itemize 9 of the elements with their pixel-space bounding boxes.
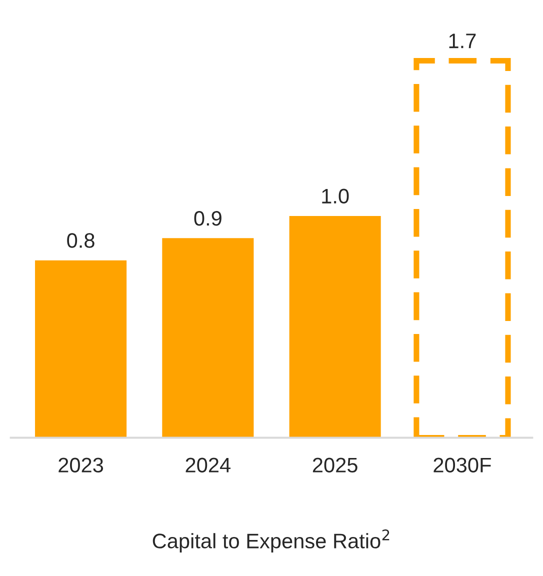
data-label: 1.7 [449, 34, 476, 48]
data-label: 0.9 [194, 210, 222, 226]
x-tick-label: 2023 [58, 458, 104, 473]
x-tick-label: 2025 [312, 458, 358, 473]
data-label: 0.8 [67, 233, 94, 248]
x-axis-title: Capital to Expense Ratio$^{2}$ [152, 529, 390, 553]
data-label: 1.0 [322, 188, 349, 204]
x-tick-label: 2030F [434, 458, 491, 473]
x-tick-label: 2024 [186, 458, 230, 473]
